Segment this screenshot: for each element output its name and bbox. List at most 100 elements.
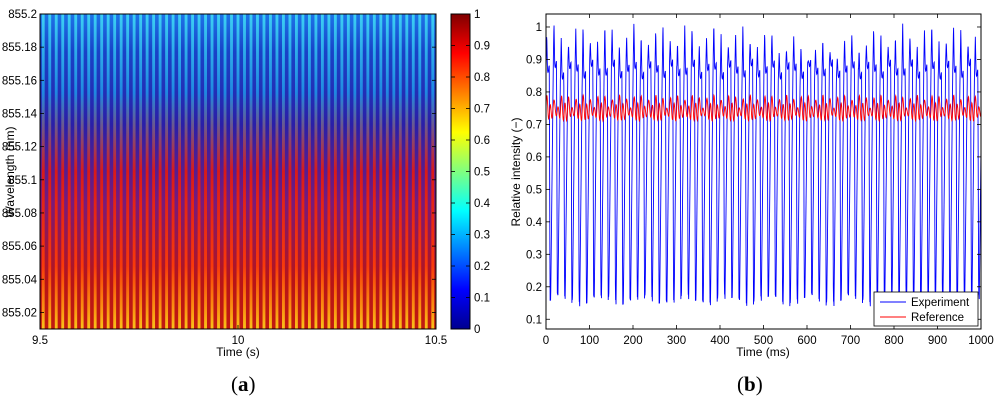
lineplot-y-tick-label: 0.8 (526, 87, 542, 99)
heatmap-stripe (87, 14, 91, 329)
lineplot-y-tick-label: 1 (536, 22, 542, 34)
heatmap-stripe (359, 14, 363, 329)
heatmap-stripe (119, 14, 123, 329)
lineplot-x-tick-label: 600 (797, 335, 816, 347)
heatmap-stripe (333, 14, 337, 329)
lineplot-x-tick-label: 0 (543, 335, 549, 347)
heatmap-stripe (340, 14, 344, 329)
heatmap-y-ticks: 855.02 855.04 855.06 855.08 855.1 855.12 855.1… (2, 9, 436, 319)
heatmap-stripe (204, 14, 207, 329)
heatmap-y-tick-label: 855.18 (2, 42, 37, 54)
panel-label-a: (a) (231, 372, 256, 396)
heatmap-stripe (48, 14, 52, 329)
heatmap-stripe (385, 14, 389, 329)
heatmap-stripe (197, 14, 201, 329)
lineplot-y-tick-label: 0.6 (526, 152, 542, 164)
heatmap-stripe (61, 14, 65, 329)
lineplot-x-tick-label: 400 (710, 335, 729, 347)
heatmap-stripe (178, 14, 182, 329)
heatmap-stripe (366, 14, 370, 329)
heatmap-stripe (275, 14, 279, 329)
lineplot-panel: 0.1 0.2 0.3 0.4 0.5 0.6 0.7 0.8 0.9 1 0 100 200 300 4… (509, 13, 994, 359)
lineplot-y-label: Relative intensity (−) (509, 117, 523, 226)
lineplot-x-tick-label: 1000 (968, 335, 994, 347)
heatmap-stripe (145, 14, 149, 329)
heatmap-stripe (424, 14, 428, 329)
colorbar-tick-label: 0.8 (474, 72, 490, 84)
lineplot-y-tick-label: 0.5 (526, 184, 542, 196)
legend: Experiment Reference (873, 291, 979, 327)
lineplot-y-tick-label: 0.4 (526, 217, 543, 229)
heatmap-stripe (301, 14, 305, 329)
colorbar-tick-label: 0.5 (474, 167, 490, 179)
lineplot-x-tick-label: 100 (580, 335, 599, 347)
lineplot-x-tick-label: 800 (884, 335, 903, 347)
heatmap-stripe (184, 14, 188, 329)
colorbar-tick-label: 0.4 (474, 198, 491, 210)
colorbar-tick-label: 0 (474, 324, 480, 336)
heatmap-x-tick-label: 9.5 (32, 335, 48, 347)
heatmap-stripe (327, 14, 331, 329)
lineplot-x-tick-label: 200 (623, 335, 642, 347)
heatmap-stripe (41, 14, 45, 329)
lineplot-y-tick-label: 0.1 (526, 314, 542, 326)
heatmap-stripe (398, 14, 402, 329)
heatmap-stripe (379, 14, 383, 329)
heatmap-y-tick-label: 855.16 (2, 75, 37, 87)
heatmap-y-tick-label: 855.08 (2, 208, 37, 220)
heatmap-x-label: Time (s) (216, 345, 260, 359)
heatmap-stripe (346, 14, 350, 329)
heatmap-stripe (243, 14, 246, 329)
heatmap-stripe (74, 14, 78, 329)
heatmap-stripe (249, 14, 253, 329)
heatmap-stripe (210, 14, 214, 329)
heatmap-stripe (295, 14, 298, 329)
series-reference-line (546, 93, 981, 123)
lineplot-x-tick-label: 900 (928, 335, 947, 347)
heatmap-stripe (223, 14, 227, 329)
heatmap-stripe (418, 14, 422, 329)
heatmap-stripe (269, 14, 272, 329)
lineplot-y-ticks: 0.1 0.2 0.3 0.4 0.5 0.6 0.7 0.8 0.9 1 (526, 22, 981, 326)
heatmap-x-tick-label: 10.5 (425, 335, 447, 347)
heatmap-stripe (217, 14, 220, 329)
lineplot-y-tick-label: 0.2 (526, 282, 542, 294)
heatmap-y-tick-label: 855.06 (2, 241, 37, 253)
heatmap-stripe (106, 14, 110, 329)
lineplot-x-tick-label: 300 (667, 335, 686, 347)
heatmap-y-tick-label: 855.02 (2, 307, 37, 319)
heatmap-panel: 855.02 855.04 855.06 855.08 855.1 855.12 855.1… (2, 9, 491, 359)
heatmap-y-tick-label: 855.04 (2, 274, 38, 286)
heatmap-y-label: Wavelength (nm) (3, 127, 17, 218)
heatmap-y-tick-label: 855.2 (8, 9, 37, 21)
heatmap-stripe (392, 14, 396, 329)
heatmap-stripe (100, 14, 104, 329)
lineplot-x-tick-label: 500 (754, 335, 773, 347)
heatmap-stripe (236, 14, 240, 329)
heatmap-stripe (282, 14, 285, 329)
heatmap-stripe (171, 14, 175, 329)
colorbar-tick-label: 0.7 (474, 104, 490, 116)
lineplot-y-tick-label: 0.7 (526, 119, 542, 131)
lineplot-x-tick-label: 700 (841, 335, 860, 347)
heatmap-stripe (158, 14, 162, 329)
heatmap-stripes (41, 14, 435, 329)
heatmap-y-tick-label: 855.1 (8, 175, 37, 187)
heatmap-x-ticks: 9.5 10 10.5 (32, 325, 447, 347)
panel-label-b: (b) (737, 372, 763, 396)
heatmap-stripe (288, 14, 292, 329)
colorbar-tick-label: 0.6 (474, 135, 490, 147)
heatmap-stripe (191, 14, 194, 329)
heatmap-stripe (314, 14, 318, 329)
heatmap-stripe (113, 14, 117, 329)
heatmap-stripe (262, 14, 266, 329)
colorbar-tick-label: 0.1 (474, 293, 490, 305)
legend-box (873, 291, 979, 327)
colorbar-ticks: 0 0.1 0.2 0.3 0.4 0.5 0.6 0.7 0.8 0.9 1 (451, 9, 491, 336)
heatmap-stripe (307, 14, 311, 329)
heatmap-stripe (139, 14, 143, 329)
heatmap-stripe (256, 14, 259, 329)
heatmap-stripe (230, 14, 233, 329)
colorbar-tick-label: 0.3 (474, 230, 490, 242)
